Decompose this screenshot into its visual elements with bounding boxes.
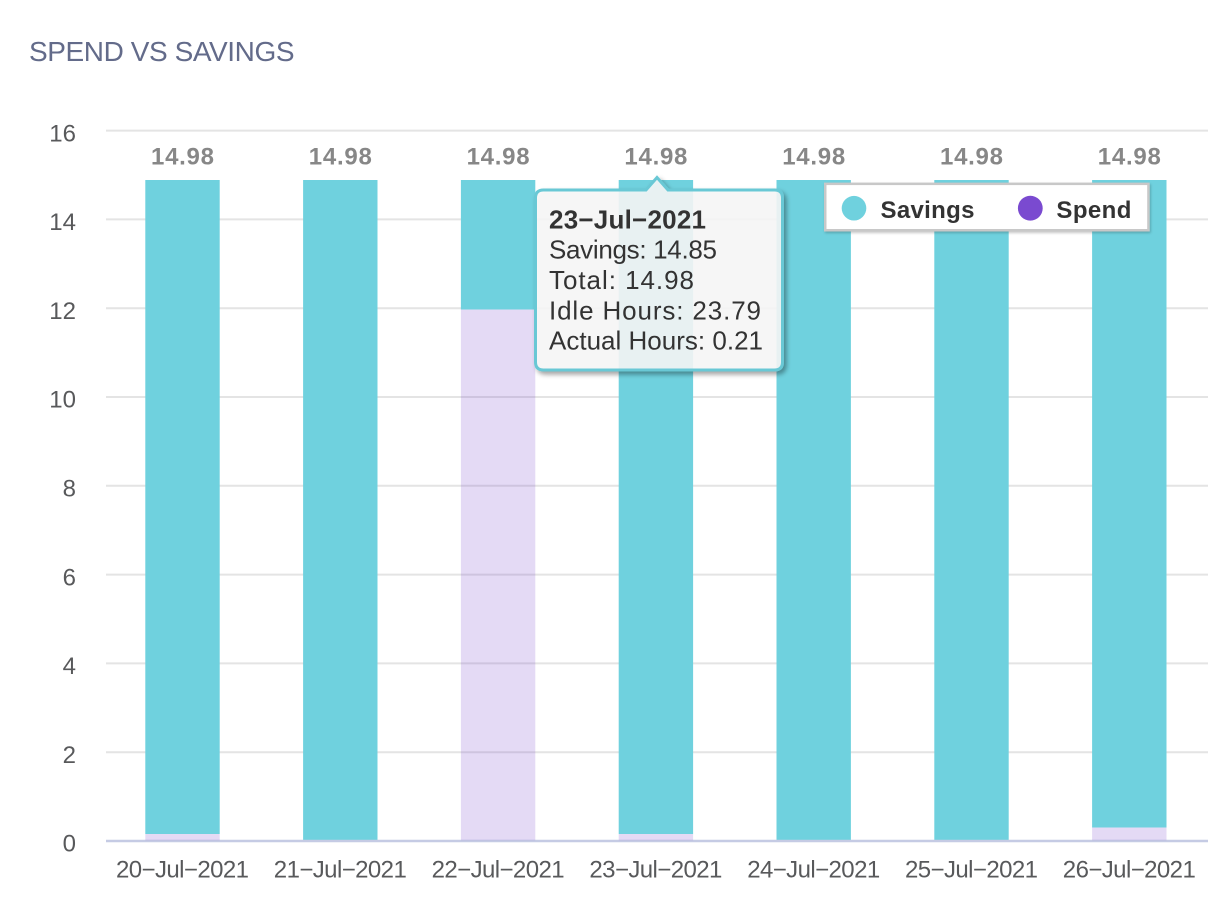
svg-text:2: 2 <box>63 742 76 769</box>
svg-text:14.98: 14.98 <box>782 143 845 170</box>
svg-text:0: 0 <box>63 831 76 858</box>
svg-text:10: 10 <box>49 387 76 414</box>
svg-text:14: 14 <box>49 209 76 236</box>
svg-text:Savings: 14.85: Savings: 14.85 <box>549 235 717 265</box>
svg-text:24−Jul−2021: 24−Jul−2021 <box>747 857 880 884</box>
svg-text:25−Jul−2021: 25−Jul−2021 <box>905 857 1038 884</box>
svg-text:14.98: 14.98 <box>309 143 372 170</box>
svg-text:Idle Hours: 23.79: Idle Hours: 23.79 <box>549 295 761 325</box>
svg-text:12: 12 <box>49 298 76 325</box>
svg-text:8: 8 <box>63 476 76 503</box>
svg-text:Total: 14.98: Total: 14.98 <box>549 265 694 295</box>
svg-text:14.98: 14.98 <box>151 143 214 170</box>
svg-text:SPEND VS SAVINGS: SPEND VS SAVINGS <box>29 36 295 67</box>
svg-text:26−Jul−2021: 26−Jul−2021 <box>1063 857 1196 884</box>
svg-text:14.98: 14.98 <box>467 143 530 170</box>
svg-text:22−Jul−2021: 22−Jul−2021 <box>432 857 565 884</box>
svg-text:14.98: 14.98 <box>624 143 687 170</box>
svg-text:21−Jul−2021: 21−Jul−2021 <box>274 857 407 884</box>
svg-text:4: 4 <box>63 653 76 680</box>
svg-text:20−Jul−2021: 20−Jul−2021 <box>116 857 249 884</box>
svg-text:14.98: 14.98 <box>1098 143 1161 170</box>
svg-text:14.98: 14.98 <box>940 143 1003 170</box>
svg-text:Actual Hours: 0.21: Actual Hours: 0.21 <box>549 326 763 356</box>
svg-text:16: 16 <box>49 120 76 147</box>
svg-text:23−Jul−2021: 23−Jul−2021 <box>549 204 706 234</box>
svg-text:23−Jul−2021: 23−Jul−2021 <box>589 857 722 884</box>
svg-text:Savings: Savings <box>881 197 975 224</box>
svg-text:6: 6 <box>63 564 76 591</box>
svg-text:Spend: Spend <box>1056 197 1131 224</box>
